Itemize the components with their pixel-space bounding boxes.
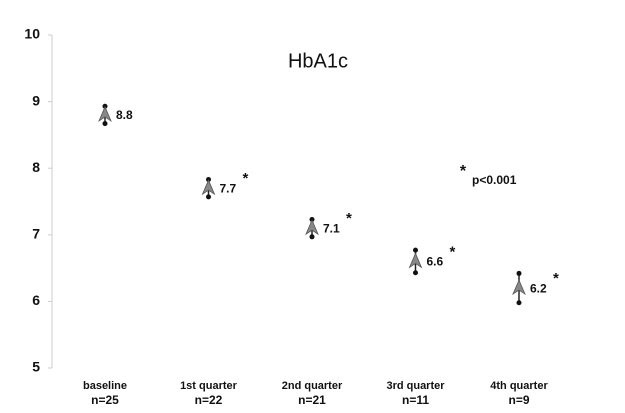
error-cap [413,270,418,276]
annotation: p<0.001 [472,173,517,187]
y-tick-label: 10 [24,26,40,42]
n-label: n=11 [402,393,429,407]
n-label: n=25 [91,393,119,407]
y-tick-label: 8 [32,159,40,175]
y-tick-label: 6 [32,292,40,308]
x-tick-label: 1st quarter [180,380,238,392]
error-cap [516,300,522,306]
x-tick-label: 3rd quarter [386,380,445,392]
value-label: 6.2 [530,281,547,295]
significance-marker: * [243,170,249,187]
n-label: n=21 [298,393,326,407]
value-label: 7.1 [323,221,340,235]
error-cap [516,270,522,276]
value-label: 7.7 [220,181,237,195]
error-cap [206,194,211,200]
error-cap [309,234,315,240]
y-tick-label: 7 [32,226,40,242]
value-label: 8.8 [116,108,133,122]
significance-marker: * [553,270,559,287]
significance-marker: * [346,210,352,227]
mean-marker [512,279,526,296]
chart-title: HbA1c [288,50,348,72]
y-tick-label: 5 [32,359,40,375]
mean-marker [98,105,112,122]
n-label: n=9 [508,393,529,407]
x-tick-label: baseline [83,380,127,392]
error-cap [102,121,108,127]
mean-marker [201,179,216,196]
n-label: n=22 [195,393,223,407]
annotation-symbol: * [460,163,467,180]
mean-marker [408,252,423,269]
y-tick-label: 9 [32,92,40,108]
significance-marker: * [450,243,456,260]
x-tick-label: 2nd quarter [282,380,343,392]
error-cap [413,247,418,253]
mean-marker [305,219,319,236]
value-label: 6.6 [427,255,444,269]
x-tick-label: 4th quarter [490,380,548,392]
